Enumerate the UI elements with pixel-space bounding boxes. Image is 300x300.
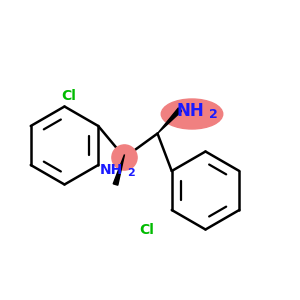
Text: NH: NH xyxy=(99,163,123,177)
Polygon shape xyxy=(158,108,182,134)
Polygon shape xyxy=(113,154,124,185)
Text: 2: 2 xyxy=(127,169,134,178)
Text: 2: 2 xyxy=(208,107,217,121)
Ellipse shape xyxy=(161,99,223,129)
Circle shape xyxy=(112,145,137,170)
Text: Cl: Cl xyxy=(61,89,76,103)
Text: NH: NH xyxy=(177,102,204,120)
Text: Cl: Cl xyxy=(140,223,154,236)
